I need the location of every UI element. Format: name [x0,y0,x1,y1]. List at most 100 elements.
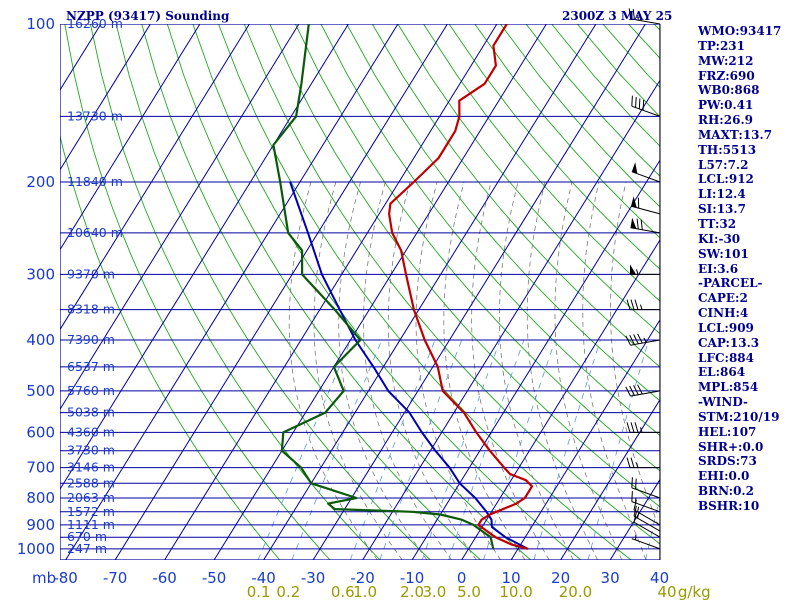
index-item: LI:12.4 [698,187,746,202]
stability-indices-list: WMO:93417 TP:231 MW:212 FRZ:690 WB0:868 PW:0.… [698,24,781,514]
index-item: -PARCEL- [698,276,763,291]
isotherm-line [510,318,660,560]
wind-barb [630,196,661,215]
temperature-tick-label: -10 [400,569,425,587]
wind-barb [631,162,661,183]
dry-adiabat [115,24,431,560]
wind-barb [626,457,660,469]
index-item: MW:212 [698,53,754,68]
mixing-ratio-line [291,339,383,560]
mixing-ratio-line [587,339,649,560]
index-item: PW:0.41 [698,98,754,113]
pressure-tick-label: 900 [26,516,55,534]
dry-adiabats [60,24,660,560]
index-item: TH:5513 [698,142,757,157]
index-item: LCL:909 [698,320,754,335]
height-label: 5038 m [67,405,115,420]
isotherm-line [213,24,547,560]
height-label: 2588 m [67,475,115,490]
index-item: SRDS:73 [698,454,757,469]
index-item: KI:-30 [698,231,741,246]
index-item: HEL:107 [698,424,757,439]
mixing-ratio-label: 2.0 [400,583,424,600]
pressure-tick-label: 300 [26,265,55,283]
dry-adiabat [64,24,331,560]
temperature-tick-label: 40 [650,569,669,587]
height-label: 3730 m [67,443,115,458]
height-label: 247 m [67,541,107,556]
height-label: 670 m [67,529,107,544]
moist-adiabat [498,181,574,560]
index-item: BSHR:10 [698,499,760,513]
wind-barb [630,264,660,275]
dry-adiabat [294,24,660,472]
moist-adiabat [387,181,477,560]
height-label: 7390 m [67,332,115,347]
index-item: LCL:912 [698,172,754,187]
mixing-ratio-line [257,339,352,560]
index-item: TP:231 [698,38,746,53]
pressure-tick-label: 200 [26,173,55,191]
isotherm-line [60,24,151,171]
temperature-tick-label: -20 [350,569,375,587]
wind-barb [626,422,660,433]
index-item: LFC:884 [698,350,754,365]
temperature-tick-label: 20 [551,569,570,587]
isotherm-line [60,24,300,411]
dry-adiabat [371,24,660,368]
wind-barb [630,217,661,234]
height-label: 4360 m [67,424,115,439]
index-item: FRZ:690 [698,68,755,83]
index-item: -WIND- [698,395,748,410]
temperature-tick-label: -70 [103,569,128,587]
height-label: 1572 m [67,504,115,519]
index-item: EI:3.6 [698,261,739,276]
dry-adiabat [60,133,281,560]
dry-adiabat [448,24,660,270]
height-label: 6537 m [67,359,115,374]
mixing-ratio-lines [257,339,660,560]
index-item: SI:13.7 [698,202,746,217]
mixing-ratio-label: 20.0 [559,583,592,600]
mixing-ratio-label: 0.2 [276,583,300,600]
dry-adiabat [166,24,532,560]
mixing-ratio-line [448,339,525,560]
index-item: TT:32 [698,216,737,231]
dry-adiabat [423,24,660,302]
station-title: NZPP (93417) Sounding [66,9,230,23]
height-label: 9370 m [67,266,115,281]
mixing-ratio-label: 1.0 [353,583,377,600]
pressure-tick-label: 800 [26,489,55,507]
height-label: 11840 m [67,174,123,189]
isotherm-line [114,24,448,560]
index-item: BRN:0.2 [698,484,754,499]
height-label: 10640 m [67,225,123,240]
temperature-tick-label: -30 [301,569,326,587]
moist-adiabats [288,181,660,560]
isotherm-line [263,24,597,560]
mixing-ratio-label: 3.0 [422,583,446,600]
moist-adiabat [582,181,647,560]
moist-adiabat [363,181,453,560]
isotherm-line [60,24,250,331]
height-label: 8318 m [67,302,115,317]
isotherm-line [362,79,660,560]
height-label: 2063 m [67,490,115,505]
wind-barb [631,534,661,550]
wind-barb [625,333,661,346]
temperature-tick-label: 0 [457,569,467,587]
isotherm-line [312,24,646,560]
index-item: CAPE:2 [698,291,748,306]
mixing-ratio-label: g/kg [678,583,711,600]
isotherm-line [60,24,201,251]
wind-barb [626,299,660,311]
index-item: CINH:4 [698,306,749,321]
temperature-tick-label: -80 [53,569,78,587]
isotherm-line [560,398,660,560]
mixing-ratio-label: 0.6 [331,583,355,600]
moist-adiabat [471,181,550,560]
mixing-ratio-line [421,339,501,560]
mixing-ratio-label: 5.0 [457,583,481,600]
index-item: RH:26.9 [698,113,753,128]
